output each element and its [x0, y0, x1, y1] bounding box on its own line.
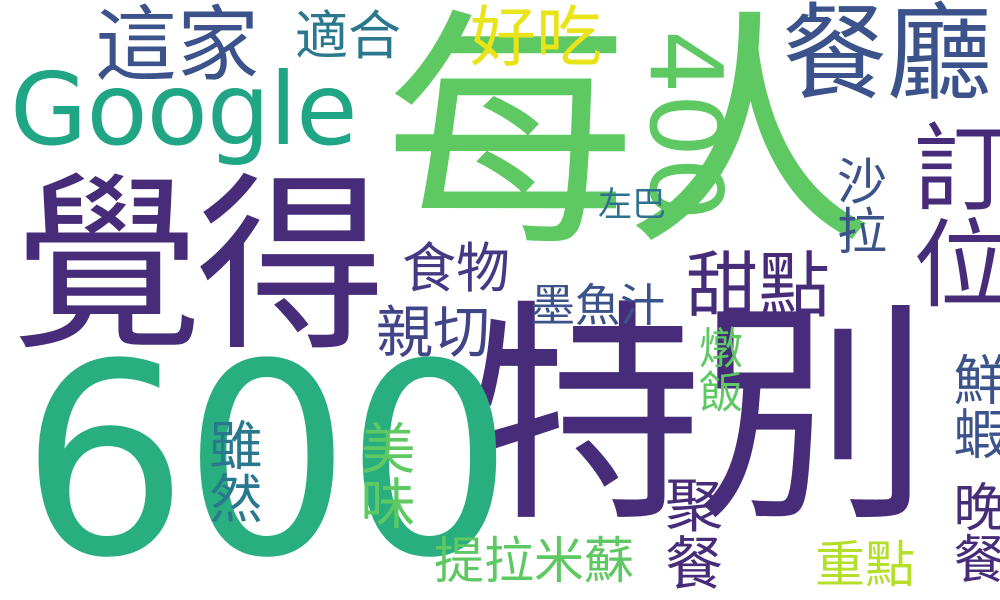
word-zuoba: 左巴 [598, 185, 666, 225]
word-meiren: 每人 [385, 0, 875, 280]
word-wancan: 晚餐 [944, 480, 1000, 584]
word-zhongdian: 重點 [815, 536, 915, 594]
word-haochi: 好吃 [470, 0, 602, 76]
word-juede: 覺得 [12, 156, 386, 377]
word-qinqie: 親切 [376, 300, 490, 366]
word-tebie: 特別 [468, 281, 930, 554]
word-shala: 沙拉 [829, 155, 887, 255]
word-google: Google [10, 51, 358, 168]
word-600: 600 [20, 308, 514, 600]
word-canting: 餐廳 [782, 0, 993, 115]
word-moyuzhi: 墨魚汁 [530, 279, 666, 332]
word-zhejia: 這家 [95, 0, 260, 93]
word-shiwu: 食物 [402, 237, 510, 300]
word-xianxia: 鮮蝦 [944, 352, 1000, 460]
word-tiandian: 甜點 [686, 244, 831, 328]
word-tilamisu: 提拉米蘇 [434, 532, 634, 590]
word-jucan: 聚餐 [655, 475, 723, 591]
word-shihe: 適合 [295, 6, 401, 67]
word-dunfan: 燉飯 [691, 325, 742, 413]
word-dingwei: 訂位 [897, 118, 1000, 310]
word-meiwei: 美味 [351, 420, 415, 530]
word-suiran: 雖然 [201, 418, 262, 524]
